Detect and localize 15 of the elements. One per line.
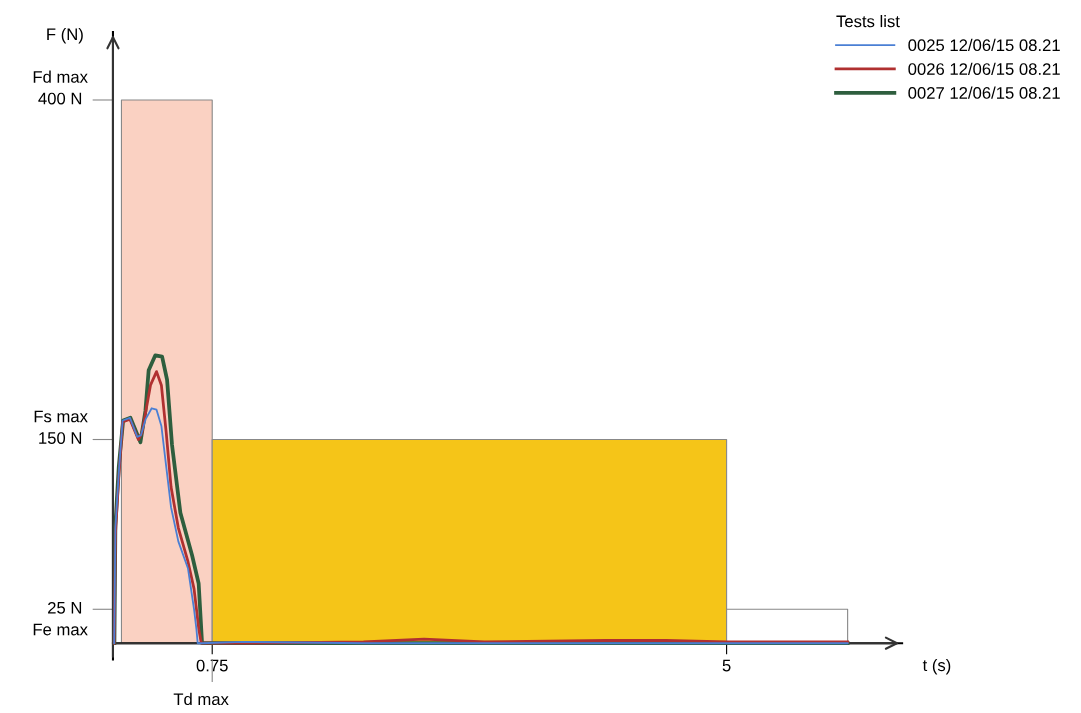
y-tick-label: 25 N — [48, 601, 82, 614]
y-tick-label: 150 N — [39, 432, 82, 444]
ref-line-label: Fs max — [34, 410, 88, 423]
x-tick-label: 0.75 — [196, 659, 228, 672]
ref-line-label: Fd max — [33, 70, 88, 83]
y-axis-title: F (N) — [47, 27, 83, 44]
legend-label: 0027 12/06/15 08.21 — [908, 86, 1060, 99]
ref-line-label: Td max — [173, 692, 229, 706]
legend-title: Tests list — [836, 15, 900, 28]
legend-label: 0026 12/06/15 08.21 — [908, 62, 1060, 75]
y-tick-label: 400 N — [38, 92, 82, 105]
x-tick-label: 5 — [722, 659, 731, 672]
x-axis-title: t (s) — [922, 658, 951, 675]
ref-line-label: Fe max — [33, 623, 88, 636]
legend-label: 0025 12/06/15 08.21 — [908, 38, 1060, 52]
